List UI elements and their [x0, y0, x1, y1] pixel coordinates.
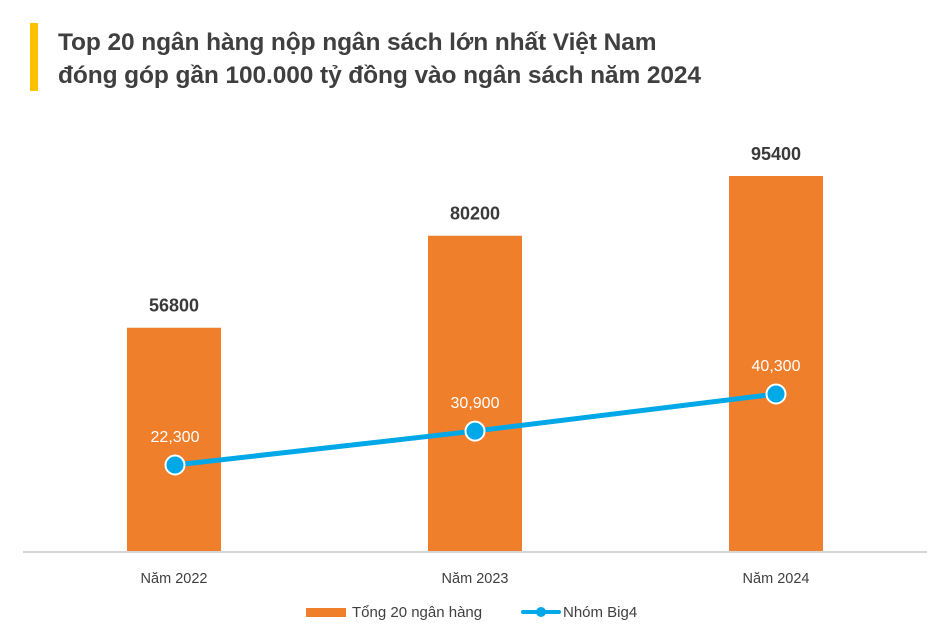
chart-legend: Tổng 20 ngân hàng Nhóm Big4 — [0, 600, 950, 624]
bar-series-total-20-banks — [127, 176, 823, 552]
chart-title: Top 20 ngân hàng nộp ngân sách lớn nhất … — [58, 26, 701, 92]
bar-value-label: 56800 — [149, 296, 199, 316]
legend-label-big4: Nhóm Big4 — [563, 603, 638, 621]
line-value-label: 40,300 — [752, 358, 801, 375]
line-marker — [765, 383, 787, 405]
bar — [428, 235, 522, 552]
line-marker — [164, 454, 186, 476]
legend-label-total-20-banks: Tổng 20 ngân hàng — [352, 603, 483, 621]
chart-title-line-1: Top 20 ngân hàng nộp ngân sách lớn nhất … — [58, 29, 657, 56]
legend-line-marker-icon — [521, 607, 561, 617]
line-series-big4: 22,300 30,900 40,300 — [151, 358, 801, 476]
line-marker — [464, 420, 486, 442]
x-axis-labels: Năm 2022 Năm 2023 Năm 2024 — [141, 571, 810, 587]
line-value-label: 30,900 — [451, 395, 500, 412]
line-value-label: 22,300 — [151, 429, 200, 446]
chart-title-line-2: đóng góp gần 100.000 tỷ đồng vào ngân sá… — [58, 62, 701, 89]
title-accent-bar — [30, 23, 38, 91]
x-axis-label: Năm 2024 — [743, 571, 810, 587]
chart-plot-area: 56800 80200 95400 22,300 30,900 40,300 Năm 2… — [23, 144, 927, 587]
x-axis-label: Năm 2022 — [141, 571, 208, 587]
bar — [127, 327, 221, 551]
legend-item-total-20-banks: Tổng 20 ngân hàng — [306, 600, 482, 624]
legend-item-big4: Nhóm Big4 — [521, 600, 637, 624]
bar-value-label: 95400 — [751, 144, 801, 164]
bar-value-labels: 56800 80200 95400 — [149, 144, 801, 316]
x-axis-label: Năm 2023 — [442, 571, 509, 587]
bar-value-label: 80200 — [450, 204, 500, 224]
bar — [729, 176, 823, 551]
legend-bar-swatch-icon — [306, 607, 346, 617]
